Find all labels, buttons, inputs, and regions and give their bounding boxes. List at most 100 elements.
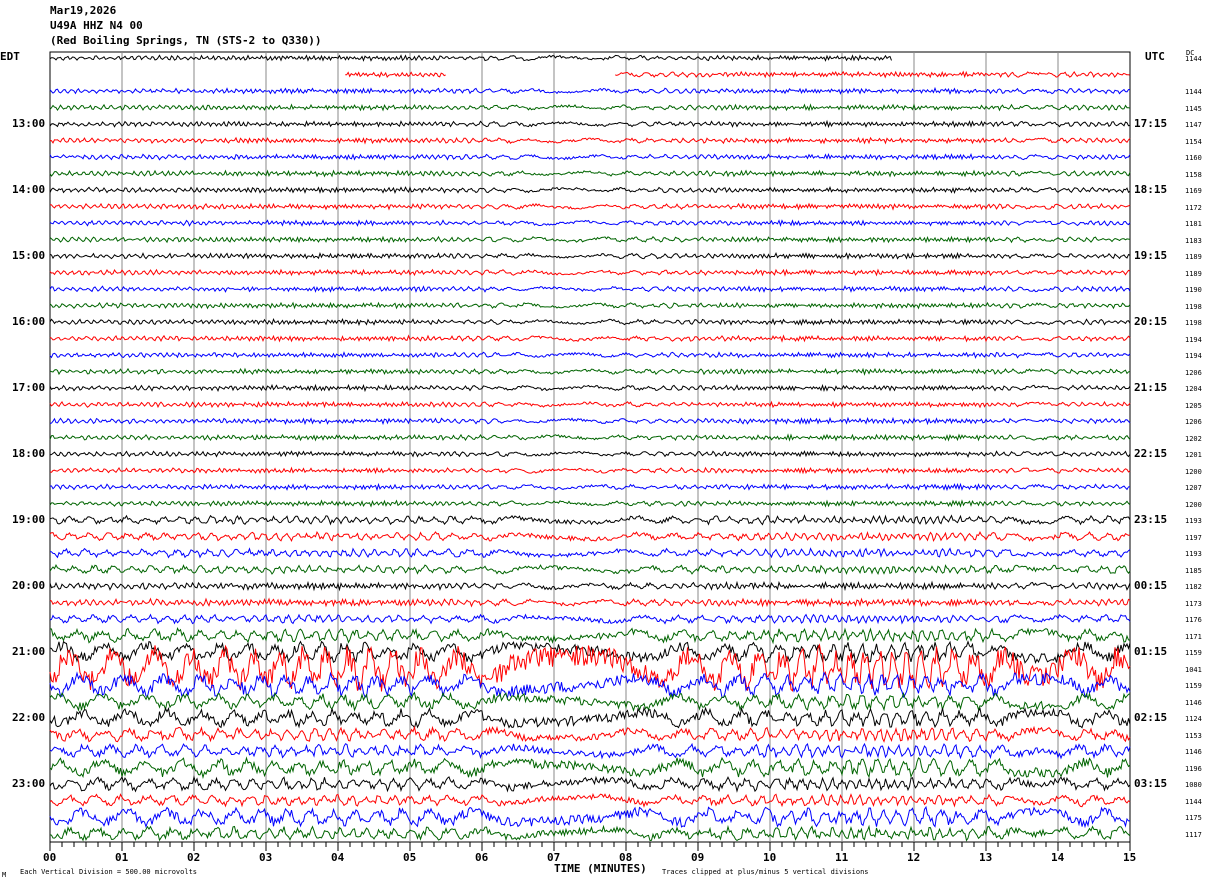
dc-offset-label: 1146	[1185, 698, 1202, 707]
x-tick-label: 02	[187, 851, 201, 864]
seismic-trace	[49, 706, 1131, 729]
x-tick-label: 06	[475, 851, 489, 864]
dc-offset-label: 1205	[1185, 401, 1202, 410]
dc-offset-label: 1190	[1185, 286, 1202, 294]
dc-offset-label: 1153	[1185, 731, 1202, 740]
utc-time-label: 00:15	[1134, 579, 1168, 592]
dc-offset-label: 1197	[1185, 533, 1202, 542]
seismic-trace	[49, 514, 1131, 526]
x-tick-label: 00	[43, 851, 57, 864]
dc-offset-label: 1198	[1185, 319, 1202, 327]
utc-time-label: 23:15	[1134, 513, 1168, 526]
seismic-trace	[49, 691, 1131, 712]
dc-offset-label: 1181	[1185, 220, 1202, 228]
dc-offset-label: 1154	[1185, 137, 1202, 146]
dc-offset-label: 1200	[1185, 467, 1202, 476]
x-tick-label: 14	[1051, 851, 1065, 864]
utc-time-label: 03:15	[1134, 777, 1168, 790]
seismic-trace	[49, 775, 1131, 793]
seismic-trace	[49, 580, 1131, 592]
edt-time-label: 19:00	[12, 513, 46, 526]
seismic-trace	[49, 334, 1131, 343]
seismic-trace	[49, 466, 1131, 475]
dc-offset-label: 1204	[1185, 385, 1202, 393]
date-label: Mar19,2026	[50, 4, 117, 17]
x-tick-label: 13	[979, 851, 993, 864]
utc-time-label: 02:15	[1134, 711, 1168, 724]
seismic-trace	[49, 202, 1131, 211]
seismic-trace	[49, 671, 1131, 699]
seismic-trace	[49, 383, 1131, 393]
dc-offset-label: 1194	[1185, 335, 1202, 344]
dc-offset-label: 1041	[1185, 665, 1202, 674]
seismic-trace	[49, 285, 1131, 293]
dc-offset-label: 1201	[1185, 451, 1202, 459]
x-tick-label: 10	[763, 851, 777, 864]
dc-offset-label: 1158	[1185, 170, 1202, 179]
clip-note: Traces clipped at plus/minus 5 vertical …	[662, 868, 869, 876]
seismic-trace	[49, 169, 1131, 178]
dc-offset-label: 1144	[1185, 797, 1202, 806]
dc-offset-label: 1169	[1185, 187, 1202, 195]
seismic-trace	[49, 136, 1131, 145]
dc-offset-label: 1144	[1185, 88, 1202, 96]
scale-note: Each Vertical Division = 500.00 microvol…	[20, 868, 198, 876]
edt-time-label: 15:00	[12, 249, 46, 262]
seismic-trace	[49, 235, 1131, 244]
x-tick-label: 09	[691, 851, 705, 864]
seismic-trace	[49, 152, 1131, 161]
seismic-trace	[49, 627, 1131, 645]
dc-offset-label: 1189	[1185, 269, 1202, 278]
dc-offset-label: 1117	[1185, 830, 1202, 839]
seismic-trace	[49, 268, 1131, 277]
dc-offset-label: 1189	[1185, 253, 1202, 261]
edt-time-label: 13:00	[12, 117, 46, 130]
x-axis-title: TIME (MINUTES)	[554, 862, 647, 875]
seismic-trace	[49, 793, 1131, 808]
seismic-trace	[49, 725, 1131, 743]
location-label: (Red Boiling Springs, TN (STS-2 to Q330)…	[50, 34, 322, 47]
seismic-trace	[49, 54, 892, 62]
dc-offset-label: 1172	[1185, 203, 1202, 212]
dc-offset-label: 1193	[1185, 517, 1202, 525]
seismic-trace	[615, 70, 1130, 79]
dc-offset-label: 1185	[1185, 566, 1202, 575]
edt-label: EDT	[0, 50, 20, 63]
dc-offset-label: 1202	[1185, 434, 1202, 443]
logo: M	[2, 871, 7, 879]
seismic-trace	[49, 186, 1131, 195]
seismic-trace	[49, 756, 1131, 780]
seismic-trace	[49, 530, 1131, 543]
edt-time-label: 18:00	[12, 447, 46, 460]
seismic-trace	[49, 251, 1131, 261]
dc-offset-label: 1080	[1185, 781, 1202, 789]
dc-offset-label: 1207	[1185, 484, 1202, 492]
x-tick-label: 07	[547, 851, 561, 864]
edt-time-label: 21:00	[12, 645, 46, 658]
dc-offset-label: 1193	[1185, 550, 1202, 558]
x-tick-label: 04	[331, 851, 345, 864]
station-label: U49A HHZ N4 00	[50, 19, 143, 32]
seismic-trace	[345, 71, 446, 78]
dc-offset-label: 1196	[1185, 764, 1202, 773]
dc-offset-label: 1124	[1185, 715, 1202, 723]
utc-label: UTC	[1145, 50, 1165, 63]
seismic-trace	[49, 499, 1131, 508]
dc-offset-label: 1175	[1185, 814, 1202, 822]
x-tick-label: 12	[907, 851, 921, 864]
dc-offset-label: 1206	[1185, 368, 1202, 377]
dc-offset-label: 1146	[1185, 748, 1202, 756]
dc-offset-label: 1194	[1185, 352, 1202, 360]
x-tick-label: 01	[115, 851, 129, 864]
seismic-trace	[49, 597, 1131, 608]
x-tick-label: 03	[259, 851, 273, 864]
dc-offset-label: 1159	[1185, 649, 1202, 657]
dc-offset-label: 1198	[1185, 302, 1202, 311]
dc-offset-label: 1183	[1185, 236, 1202, 245]
seismic-trace	[49, 563, 1131, 576]
seismic-trace	[49, 450, 1131, 458]
dc-offset-label: 1176	[1185, 616, 1202, 624]
seismic-trace	[49, 400, 1131, 409]
seismic-trace	[49, 547, 1131, 559]
